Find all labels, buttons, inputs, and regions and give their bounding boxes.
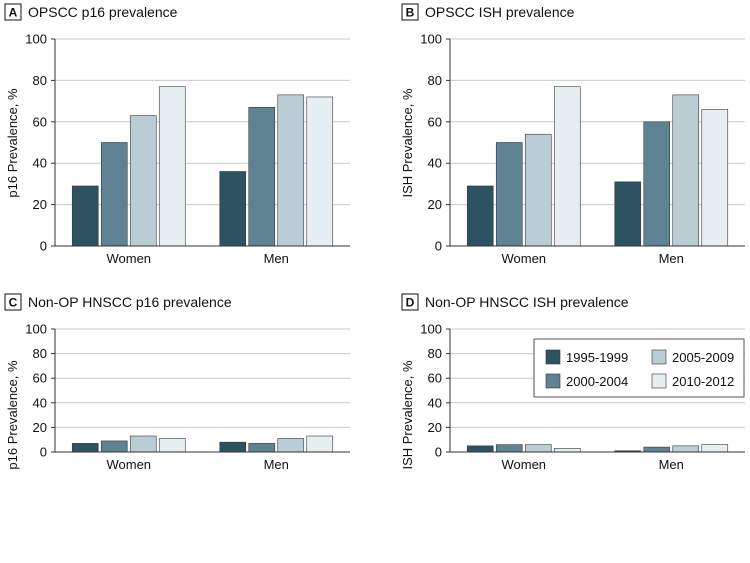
panel-a-x-tick-women: Women [106, 251, 151, 266]
panel-a-bar-men-2005-2009 [277, 94, 305, 247]
panel-a-bar-women-2005-2009 [129, 115, 157, 247]
panel-b-y-tick-20: 20 [428, 197, 442, 212]
panel-a-bar-men-2010-2012 [306, 96, 334, 247]
panel-c-y-axis-label: p16 Prevalence, % [5, 360, 20, 470]
panel-c-bar-women-1995-1999 [71, 443, 99, 453]
panel-d-y-tick-60: 60 [428, 371, 442, 386]
panel-a-title: OPSCC p16 prevalence [28, 4, 178, 20]
panel-d-bar-men-2000-2004 [643, 446, 671, 453]
legend-label-1995-1999: 1995-1999 [566, 350, 628, 365]
panel-d-y-tick-100: 100 [420, 322, 442, 337]
panel-b-letter: B [406, 6, 415, 20]
panel-a-y-tick-20: 20 [33, 197, 47, 212]
panel-b-bar-men-2005-2009 [672, 94, 700, 247]
panel-b-bar-men-1995-1999 [614, 181, 642, 247]
panel-a-bar-women-2010-2012 [158, 86, 186, 247]
panel-d-bar-men-2005-2009 [672, 445, 700, 453]
panel-a: A OPSCC p16 prevalence p16 Prevalence, %… [4, 3, 350, 266]
panel-d-y-tick-40: 40 [428, 395, 442, 410]
panel-d-x-tick-men: Men [659, 457, 684, 472]
legend-swatch-2005-2009 [651, 349, 667, 365]
panel-d-title: Non-OP HNSCC ISH prevalence [425, 294, 629, 310]
panel-c-y-tick-0: 0 [40, 445, 47, 460]
panel-a-bar-women-2000-2004 [100, 142, 128, 247]
panel-c-plot: 0 20 40 60 80 100 Women Men [25, 322, 350, 472]
panel-c-bar-men-2000-2004 [248, 443, 276, 453]
panel-d-x-tick-women: Women [501, 457, 546, 472]
panel-d-bar-men-2010-2012 [701, 444, 729, 453]
panel-d-bar-women-1995-1999 [466, 445, 494, 453]
panel-a-bar-men-1995-1999 [219, 171, 247, 247]
panel-c-x-tick-women: Women [106, 457, 151, 472]
panel-a-y-tick-60: 60 [33, 114, 47, 129]
panel-c-y-tick-60: 60 [33, 371, 47, 386]
panel-b-bar-men-2010-2012 [701, 109, 729, 247]
panel-a-letter: A [9, 6, 18, 20]
legend-swatch-2000-2004 [545, 373, 561, 389]
panel-a-plot: 0 20 40 60 80 100 Women Men [25, 32, 350, 266]
panel-d: D Non-OP HNSCC ISH prevalence ISH Preval… [400, 293, 745, 472]
legend-label-2000-2004: 2000-2004 [566, 374, 628, 389]
panel-c-bar-men-1995-1999 [219, 441, 247, 453]
panel-c-letter: C [9, 296, 18, 310]
panel-d-bar-women-2005-2009 [524, 444, 552, 453]
panel-b-y-tick-0: 0 [435, 239, 442, 254]
panel-b-y-axis-label: ISH Prevalence, % [400, 88, 415, 198]
panel-a-x-tick-men: Men [264, 251, 289, 266]
panel-a-y-tick-100: 100 [25, 32, 47, 47]
panel-c-bar-men-2005-2009 [277, 438, 305, 453]
panel-c-y-tick-40: 40 [33, 395, 47, 410]
panel-c-bar-women-2010-2012 [158, 438, 186, 453]
panel-c: C Non-OP HNSCC p16 prevalence p16 Preval… [4, 293, 350, 472]
panel-b-y-tick-80: 80 [428, 73, 442, 88]
panel-b-y-tick-60: 60 [428, 114, 442, 129]
panel-c-y-tick-80: 80 [33, 346, 47, 361]
panel-b-y-tick-40: 40 [428, 156, 442, 171]
panel-d-y-tick-0: 0 [435, 445, 442, 460]
panel-c-letter-box [4, 293, 22, 311]
panel-d-letter-box [401, 293, 419, 311]
panel-c-bar-women-2005-2009 [129, 435, 157, 453]
panel-b-letter-box [401, 3, 419, 21]
panel-d-bar-women-2010-2012 [553, 448, 581, 453]
panel-a-bar-women-1995-1999 [71, 185, 99, 247]
panel-b-bar-men-2000-2004 [643, 121, 671, 247]
legend-swatch-1995-1999 [545, 349, 561, 365]
panel-b-y-tick-100: 100 [420, 32, 442, 47]
panel-c-y-tick-100: 100 [25, 322, 47, 337]
panel-a-bar-men-2000-2004 [248, 107, 276, 247]
panel-a-y-axis-label: p16 Prevalence, % [5, 88, 20, 198]
panel-d-y-tick-20: 20 [428, 420, 442, 435]
panel-d-y-axis-label: ISH Prevalence, % [400, 360, 415, 470]
panel-c-y-tick-20: 20 [33, 420, 47, 435]
legend-box [533, 338, 745, 398]
panel-c-x-tick-men: Men [264, 457, 289, 472]
panel-b-bar-women-2010-2012 [553, 86, 581, 247]
panel-b-title: OPSCC ISH prevalence [425, 4, 575, 20]
panel-a-y-tick-80: 80 [33, 73, 47, 88]
panel-c-title: Non-OP HNSCC p16 prevalence [28, 294, 232, 310]
panel-c-bar-men-2010-2012 [306, 435, 334, 453]
panel-b-plot: 0 20 40 60 80 100 Women Men [420, 32, 745, 266]
panel-b-bar-women-2005-2009 [524, 133, 552, 247]
panel-c-bar-women-2000-2004 [100, 440, 128, 453]
panel-b: B OPSCC ISH prevalence ISH Prevalence, %… [400, 3, 745, 266]
legend-label-2005-2009: 2005-2009 [672, 350, 734, 365]
panel-d-y-tick-80: 80 [428, 346, 442, 361]
panel-d-letter: D [406, 296, 415, 310]
panel-b-bar-women-2000-2004 [495, 142, 523, 247]
panel-b-x-tick-women: Women [501, 251, 546, 266]
panel-a-y-tick-40: 40 [33, 156, 47, 171]
panel-a-letter-box [4, 3, 22, 21]
panel-b-bar-women-1995-1999 [466, 185, 494, 247]
panel-b-x-tick-men: Men [659, 251, 684, 266]
legend-swatch-2010-2012 [651, 373, 667, 389]
panel-a-y-tick-0: 0 [40, 239, 47, 254]
panel-d-bar-women-2000-2004 [495, 444, 523, 453]
legend: 1995-1999 2005-2009 2000-2004 2010-2012 [533, 338, 745, 398]
legend-label-2010-2012: 2010-2012 [672, 374, 734, 389]
